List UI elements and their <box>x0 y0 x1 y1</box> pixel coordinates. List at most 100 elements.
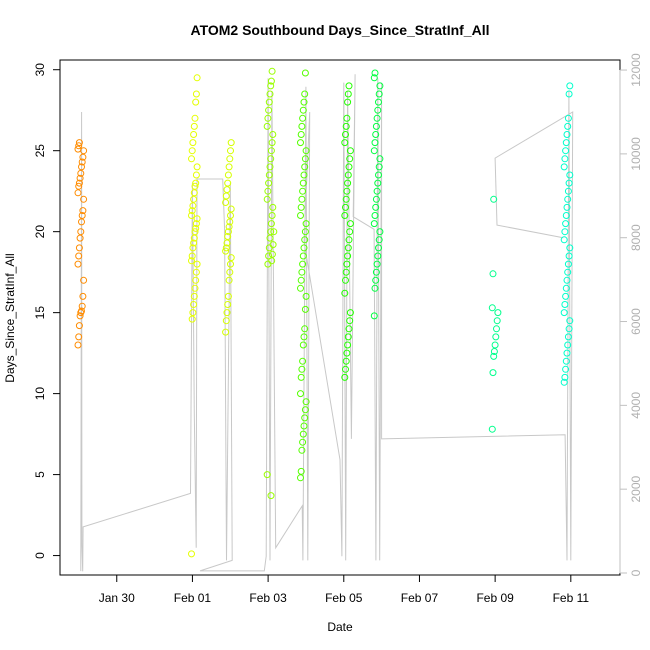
scatter-point <box>269 131 277 138</box>
scatter-point <box>345 325 353 333</box>
scatter-point <box>224 233 232 240</box>
scatter-point <box>489 270 497 278</box>
scatter-point <box>562 365 570 373</box>
scatter-point <box>263 122 271 130</box>
scatter-point <box>191 182 199 190</box>
y-axis-label: Days_Since_StratInf_All <box>3 253 17 382</box>
scatter-point <box>344 244 352 252</box>
scatter-point <box>341 212 349 219</box>
scatter-point <box>77 228 85 236</box>
scatter-point <box>373 187 381 195</box>
scatter-point <box>75 322 83 330</box>
scatter-point <box>301 163 309 171</box>
scatter-point <box>300 98 308 106</box>
scatter-point <box>190 189 198 197</box>
scatter-point <box>299 106 307 114</box>
scatter-point <box>564 268 572 276</box>
scatter-point <box>342 203 349 211</box>
scatter-point <box>265 252 273 260</box>
scatter-point <box>345 163 353 171</box>
scatter-point <box>222 317 230 325</box>
scatter-point <box>342 276 349 284</box>
scatter-point <box>565 179 573 187</box>
scatter-point <box>302 292 310 300</box>
scatter-point <box>489 369 497 377</box>
scatter-point <box>267 155 275 163</box>
x-axis: Jan 30 Feb 01 Feb 03 Feb 05 Feb 07 Feb 09 Feb … <box>99 574 590 605</box>
scatter-point <box>227 139 235 147</box>
scatter-point <box>267 77 275 85</box>
y2-tick-label: 4000 <box>629 392 643 419</box>
scatter-point <box>370 220 378 228</box>
scatter-point <box>74 145 82 153</box>
scatter-point <box>560 378 568 386</box>
scatter-point <box>224 179 232 187</box>
scatter-point <box>224 228 232 236</box>
scatter-point <box>264 114 272 122</box>
scatter-point <box>299 179 307 187</box>
scatter-point <box>370 74 378 82</box>
scatter-point <box>192 98 200 106</box>
scatter-point <box>302 147 310 155</box>
scatter-point <box>189 139 197 147</box>
scatter-point <box>190 122 198 130</box>
scatter-point <box>265 98 273 106</box>
scatter-point <box>564 333 572 341</box>
scatter-point <box>565 90 573 98</box>
scatter-point <box>301 69 309 77</box>
scatter-point <box>376 82 384 90</box>
scatter-point <box>76 174 84 182</box>
y2-tick-label: 0 <box>629 569 643 576</box>
scatter-point <box>192 276 200 284</box>
scatter-point <box>191 284 199 292</box>
scatter-point <box>298 122 306 130</box>
y2-tick-label: 2000 <box>629 475 643 502</box>
scatter-point <box>346 147 354 155</box>
scatter-point <box>297 131 305 138</box>
scatter-point <box>341 139 349 147</box>
y-tick-label: 0 <box>33 552 47 559</box>
scatter-point <box>297 284 304 292</box>
scatter-point <box>376 228 384 236</box>
scatter-point <box>227 254 235 262</box>
scatter-point <box>76 234 84 242</box>
scatter-point <box>301 228 309 236</box>
scatter-point <box>79 292 87 300</box>
scatter-point <box>372 276 380 284</box>
scatter-point <box>561 228 569 236</box>
scatter-point <box>565 325 573 333</box>
scatter-point <box>562 284 570 292</box>
scatter-point <box>373 114 381 122</box>
scatter-point <box>298 365 306 373</box>
scatter-layer <box>74 67 574 558</box>
scatter-point <box>375 236 383 244</box>
scatter-point <box>190 239 198 247</box>
scatter-point <box>193 260 201 268</box>
scatter-point <box>374 252 382 260</box>
scatter-point <box>299 438 307 446</box>
scatter-point <box>224 171 232 179</box>
scatter-point <box>341 289 349 297</box>
y2-tick-label: 10000 <box>629 137 643 171</box>
scatter-point <box>222 247 230 255</box>
scatter-point <box>297 139 304 147</box>
scatter-point <box>299 114 307 122</box>
scatter-point <box>346 220 354 228</box>
scatter-point <box>346 155 354 163</box>
scatter-point <box>372 268 380 276</box>
x-tick-label: Feb 11 <box>553 591 590 605</box>
scatter-point <box>74 341 82 349</box>
scatter-point <box>491 341 499 349</box>
scatter-point <box>344 171 352 179</box>
scatter-point <box>301 155 309 163</box>
x-tick-label: Feb 01 <box>174 591 212 605</box>
scatter-point <box>371 212 379 219</box>
y-tick-label: 20 <box>33 225 47 239</box>
scatter-point <box>562 220 570 228</box>
scatter-point <box>75 139 83 147</box>
scatter-point <box>299 341 307 349</box>
scatter-point <box>346 309 354 317</box>
scatter-point <box>562 292 570 300</box>
scatter-point <box>342 131 349 138</box>
scatter-point <box>301 406 309 414</box>
